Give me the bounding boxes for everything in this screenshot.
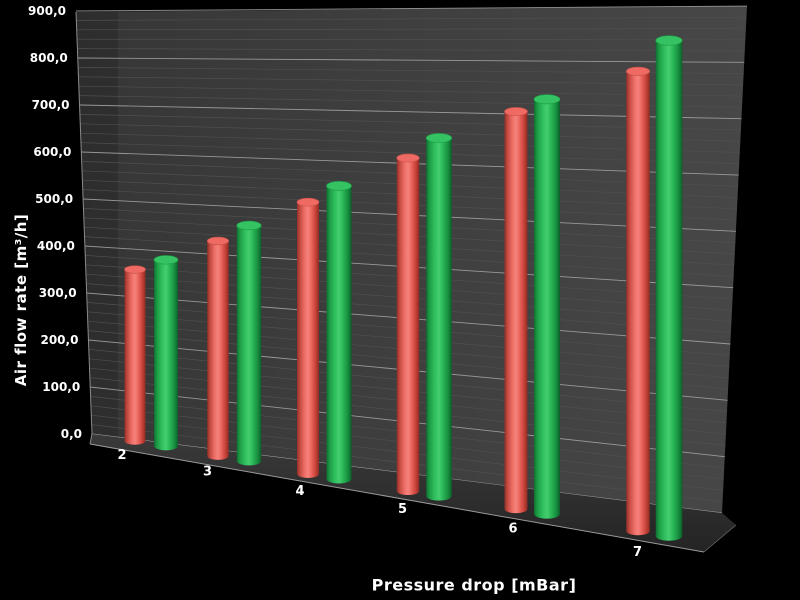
category-label: 5 — [398, 502, 407, 517]
cylinder-green-2-body — [154, 259, 178, 446]
ytick-label: 600,0 — [33, 145, 71, 159]
ytick-label: 900,0 — [28, 4, 66, 18]
floor-front-edge — [89, 443, 705, 553]
gridline-minor — [76, 16, 747, 21]
cylinder-green-6-top — [533, 94, 561, 105]
ytick-label: 500,0 — [35, 192, 73, 206]
cylinder-red-5-top — [396, 153, 420, 163]
wall-left-shade — [76, 12, 118, 437]
cylinder-green-6-body — [534, 99, 560, 514]
category-label: 2 — [117, 448, 126, 463]
category-label: 3 — [203, 464, 212, 479]
cylinder-red-3-top — [206, 236, 230, 246]
ytick-label: 200,0 — [40, 333, 78, 347]
gridline-minor — [77, 38, 746, 41]
y-axis-foot — [89, 433, 93, 445]
cylinder-red-4-top — [296, 197, 320, 207]
cylinder-red-6-top — [504, 107, 528, 116]
cylinder-red-7-top — [625, 66, 651, 76]
ytick-label: 400,0 — [37, 239, 75, 253]
cylinder-green-5-top — [425, 133, 453, 143]
floor-right-edge — [703, 524, 737, 553]
cylinder-green-7-top — [655, 35, 683, 46]
category-label: 4 — [295, 484, 304, 499]
cylinder-red-2-body — [124, 269, 146, 441]
gridline-major — [75, 5, 748, 12]
cylinder-red-4-body — [297, 202, 319, 475]
category-label: 7 — [633, 545, 642, 560]
cylinder-green-7-body — [655, 40, 683, 537]
cylinder-green-4-top — [326, 181, 352, 191]
x-axis-title: Pressure drop [mBar] — [371, 575, 577, 595]
y-axis-line — [75, 11, 93, 435]
gridline-minor — [76, 28, 746, 31]
ytick-label: 100,0 — [42, 380, 80, 394]
cylinder-red-7-body — [626, 71, 650, 531]
cylinder-red-3-body — [207, 240, 229, 456]
cylinder-red-5-body — [396, 158, 420, 491]
ytick-label: 800,0 — [30, 51, 68, 65]
ytick-label: 0,0 — [61, 427, 82, 441]
gridline-major — [77, 57, 745, 63]
cylinder-green-5-body — [426, 138, 452, 496]
cylinder-green-4-body — [326, 185, 352, 479]
ytick-label: 300,0 — [39, 286, 77, 300]
cylinder-red-6-body — [504, 111, 528, 509]
category-label: 6 — [508, 522, 517, 537]
cylinder-green-2-top — [153, 255, 179, 265]
cylinder-red-2-top — [124, 265, 146, 274]
ytick-label: 700,0 — [32, 98, 70, 112]
y-axis-title: Air flow rate [m³/h] — [12, 213, 30, 387]
gridline-minor — [77, 48, 745, 52]
cylinder-green-3-top — [236, 220, 262, 231]
cylinder-green-3-body — [236, 225, 262, 461]
